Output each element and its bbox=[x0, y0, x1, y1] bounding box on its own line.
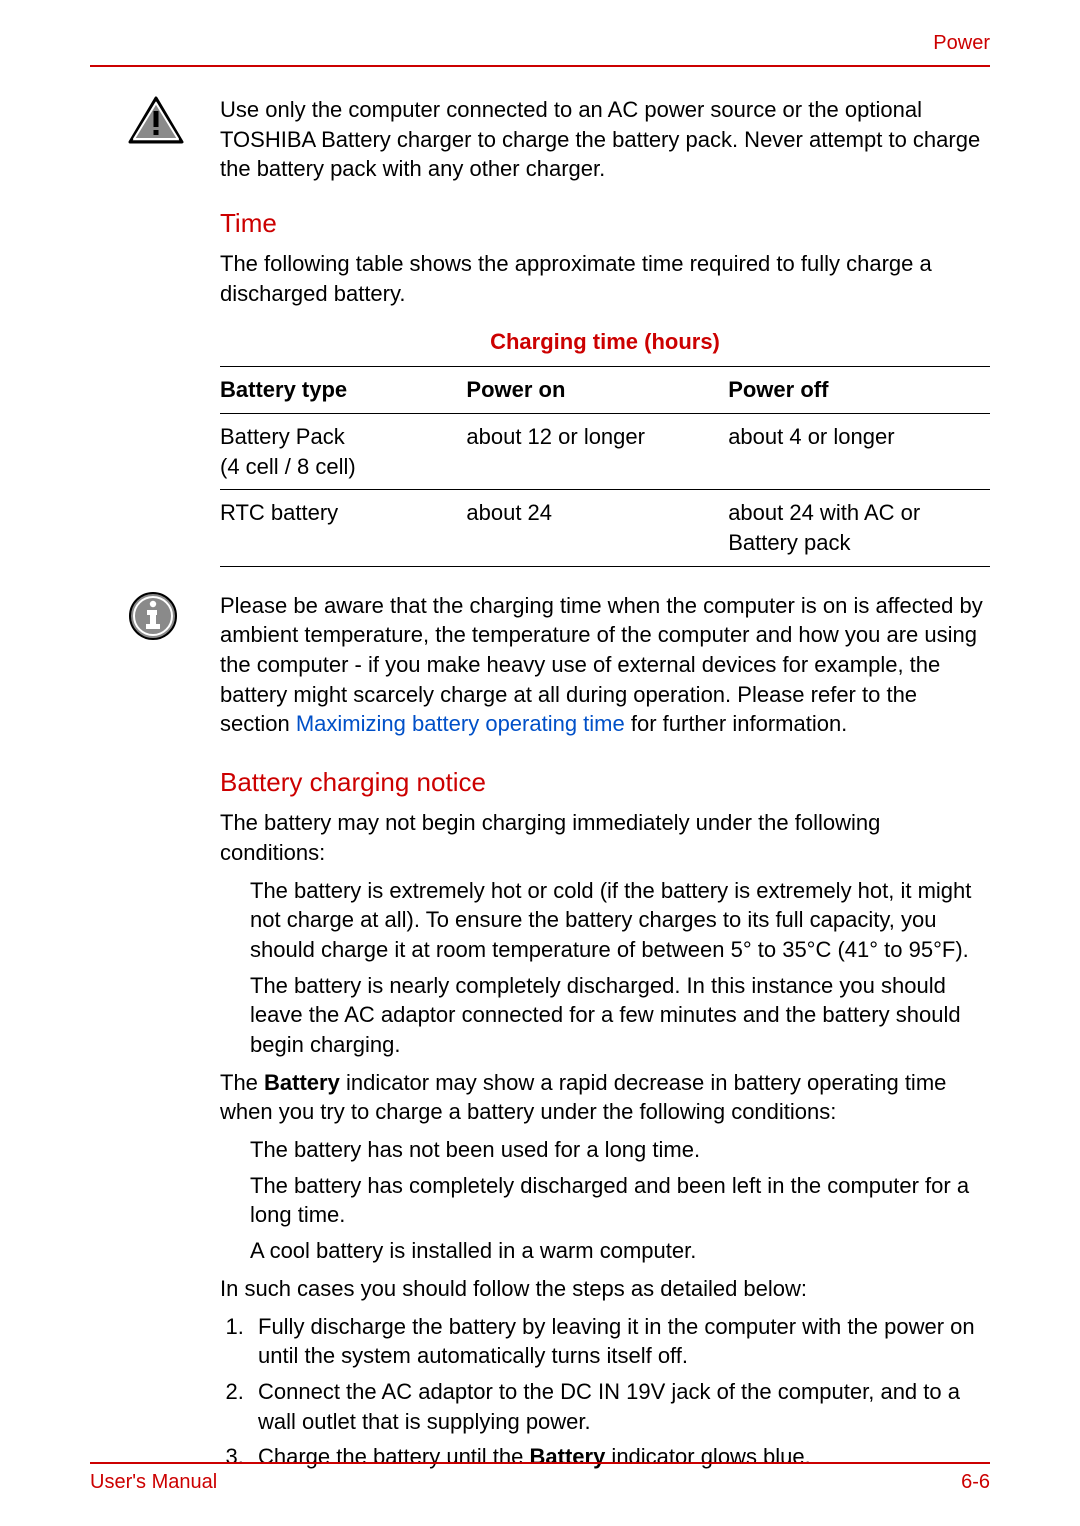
table-cell: RTC battery bbox=[220, 490, 466, 565]
rapid-bold: Battery bbox=[264, 1070, 340, 1095]
warning-callout: Use only the computer connected to an AC… bbox=[90, 95, 990, 184]
table-row: RTC battery about 24 about 24 with AC or… bbox=[220, 490, 990, 565]
list-item: The battery has completely discharged an… bbox=[250, 1171, 990, 1230]
table-title: Charging time (hours) bbox=[220, 327, 990, 357]
table-cell: about 24 bbox=[466, 490, 728, 565]
table-header: Power off bbox=[728, 367, 990, 413]
warning-text: Use only the computer connected to an AC… bbox=[220, 95, 990, 184]
step-item: Charge the battery until the Battery ind… bbox=[250, 1442, 990, 1472]
page-footer: User's Manual 6-6 bbox=[90, 1469, 990, 1496]
step-item: Fully discharge the battery by leaving i… bbox=[250, 1312, 990, 1371]
table-header: Power on bbox=[466, 367, 728, 413]
step3-suffix: indicator glows blue. bbox=[605, 1444, 810, 1469]
charging-notice-intro: The battery may not begin charging immed… bbox=[220, 808, 990, 867]
info-text: Please be aware that the charging time w… bbox=[220, 591, 990, 739]
footer-rule bbox=[90, 1462, 990, 1464]
steps-list: Fully discharge the battery by leaving i… bbox=[220, 1312, 990, 1472]
list-item: A cool battery is installed in a warm co… bbox=[250, 1236, 990, 1266]
footer-left: User's Manual bbox=[90, 1469, 217, 1496]
rapid-prefix: The bbox=[220, 1070, 264, 1095]
list-item: The battery is nearly completely dischar… bbox=[250, 971, 990, 1060]
step-item: Connect the AC adaptor to the DC IN 19V … bbox=[250, 1377, 990, 1436]
table-row: Battery Pack (4 cell / 8 cell) about 12 … bbox=[220, 414, 990, 489]
charging-time-table: Battery type Power on Power off Battery … bbox=[220, 366, 990, 566]
warning-triangle-icon bbox=[90, 95, 220, 145]
charging-notice-heading: Battery charging notice bbox=[220, 765, 990, 800]
conditions-list: The battery is extremely hot or cold (if… bbox=[220, 876, 990, 1060]
table-header: Battery type bbox=[220, 367, 466, 413]
time-intro: The following table shows the approximat… bbox=[220, 249, 990, 308]
table-cell: about 12 or longer bbox=[466, 414, 728, 489]
list-item: The battery has not been used for a long… bbox=[250, 1135, 990, 1165]
table-cell: about 24 with AC or Battery pack bbox=[728, 490, 990, 565]
maximizing-battery-link[interactable]: Maximizing battery operating time bbox=[296, 711, 625, 736]
header-rule bbox=[90, 65, 990, 67]
table-cell: Battery Pack (4 cell / 8 cell) bbox=[220, 414, 466, 489]
list-item: The battery is extremely hot or cold (if… bbox=[250, 876, 990, 965]
page-header: Power bbox=[90, 30, 990, 57]
rapid-decrease-text: The Battery indicator may show a rapid d… bbox=[220, 1068, 990, 1127]
info-icon bbox=[90, 591, 220, 641]
info-callout: Please be aware that the charging time w… bbox=[90, 591, 990, 739]
table-cell: about 4 or longer bbox=[728, 414, 990, 489]
time-heading: Time bbox=[220, 206, 990, 241]
step3-prefix: Charge the battery until the bbox=[258, 1444, 530, 1469]
info-text-after: for further information. bbox=[625, 711, 848, 736]
footer-right: 6-6 bbox=[961, 1469, 990, 1496]
steps-intro: In such cases you should follow the step… bbox=[220, 1274, 990, 1304]
step3-bold: Battery bbox=[530, 1444, 606, 1469]
header-section: Power bbox=[933, 32, 990, 54]
rapid-conditions-list: The battery has not been used for a long… bbox=[220, 1135, 990, 1266]
